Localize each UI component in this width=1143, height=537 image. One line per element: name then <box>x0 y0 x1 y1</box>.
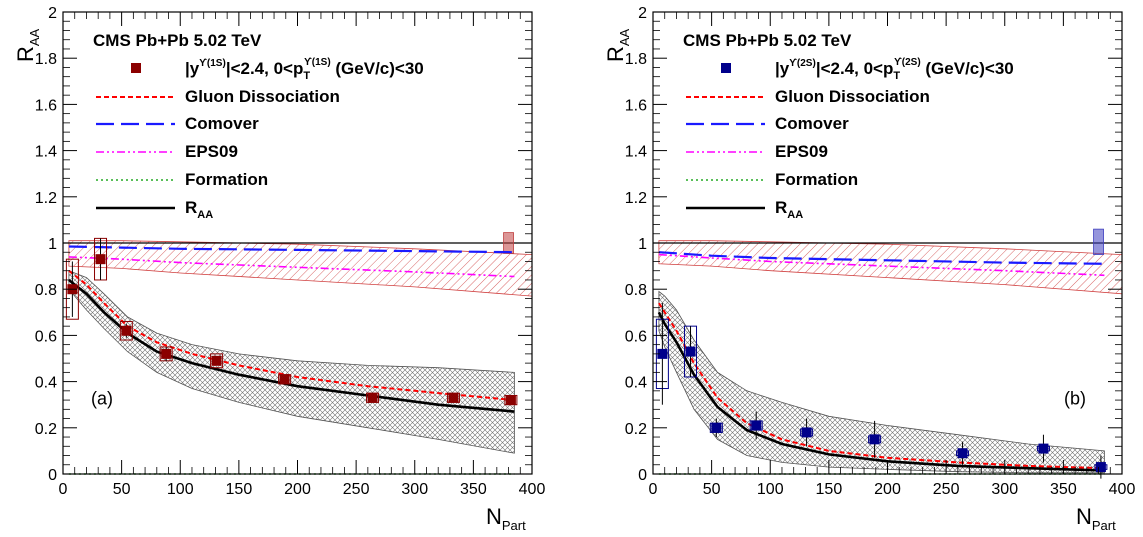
eps09-uncertainty-band <box>658 240 1123 295</box>
y-tick-label: 0.2 <box>625 421 647 438</box>
x-axis-title: NPart <box>1076 504 1116 533</box>
data-point <box>448 392 459 403</box>
y-tick-label: 0.8 <box>35 282 57 299</box>
y-tick-label: 0.6 <box>625 328 647 345</box>
data-point <box>751 420 762 431</box>
x-tick-label: 250 <box>933 481 960 498</box>
data-point <box>121 325 132 336</box>
data-point <box>95 254 106 265</box>
y-tick-label: 1.2 <box>625 190 647 207</box>
x-tick-label: 400 <box>519 481 546 498</box>
data-point <box>505 395 516 406</box>
y-tick-label: 1.2 <box>35 190 57 207</box>
x-tick-label: 300 <box>991 481 1018 498</box>
legend-formation-label: Formation <box>185 170 268 189</box>
raa-curve <box>68 278 515 413</box>
gluon-dissociation-curve <box>658 302 1105 470</box>
x-tick-label: 0 <box>649 481 658 498</box>
x-tick-label: 50 <box>113 481 131 498</box>
legend-data-label: |yϒ(2S)|<2.4, 0<pTϒ(2S) (GeV/c)<30 <box>775 57 1014 82</box>
y-tick-label: 1 <box>638 236 647 253</box>
data-point <box>1095 462 1106 473</box>
y-tick-label: 0 <box>48 467 57 484</box>
y-tick-label: 1.6 <box>625 97 647 114</box>
panel-a: 0 0.2 0.4 0.6 0.8 1 1.2 1.4 1.6 1.8 2 0 50 100 150 200 2… <box>13 5 545 533</box>
data-point <box>801 427 812 438</box>
data-point <box>211 355 222 366</box>
y-axis-title: RAA <box>13 28 42 62</box>
data-point <box>161 348 172 359</box>
legend-marker <box>721 63 731 73</box>
x-tick-label: 50 <box>703 481 721 498</box>
raa-uncertainty-band <box>68 270 515 454</box>
panel-label: (a) <box>91 389 113 409</box>
y-tick-label: 0.8 <box>625 282 647 299</box>
legend-gluon-label: Gluon Dissociation <box>185 87 340 106</box>
data-point <box>957 448 968 459</box>
legend-data-label: |yϒ(1S)|<2.4, 0<pTϒ(1S) (GeV/c)<30 <box>185 57 424 82</box>
x-tick-label: 200 <box>874 481 901 498</box>
data-point <box>367 392 378 403</box>
x-axis-title: NPart <box>486 504 526 533</box>
data-point <box>279 374 290 385</box>
y-tick-label: 0.6 <box>35 328 57 345</box>
legend-header: CMS Pb+Pb 5.02 TeV <box>683 31 852 50</box>
y-tick-label: 1 <box>48 236 57 253</box>
legend-raa-label: RAA <box>185 198 213 221</box>
x-tick-label: 300 <box>401 481 428 498</box>
legend-comover-label: Comover <box>185 114 259 133</box>
y-tick-label: 0.4 <box>625 375 647 392</box>
raa-curve <box>657 311 1105 472</box>
legend-eps09-label: EPS09 <box>775 142 828 161</box>
gluon-dissociation-curve <box>68 269 515 402</box>
y-axis-title: RAA <box>603 28 632 62</box>
global-uncertainty-box <box>503 232 514 254</box>
comover-curve <box>658 251 1105 265</box>
legend-gluon-label: Gluon Dissociation <box>775 87 930 106</box>
legend-comover-label: Comover <box>775 114 849 133</box>
y-tick-label: 1.6 <box>35 97 57 114</box>
y-tick-label: 0.4 <box>35 375 57 392</box>
systematic-box <box>210 353 224 369</box>
y-tick-label: 2 <box>638 5 647 22</box>
y-tick-label: 1.4 <box>625 144 647 161</box>
y-tick-label: 1.4 <box>35 144 57 161</box>
x-tick-label: 150 <box>226 481 253 498</box>
y-tick-label: 0.2 <box>35 421 57 438</box>
global-uncertainty-box <box>1093 228 1104 255</box>
x-tick-label: 0 <box>59 481 68 498</box>
legend-header: CMS Pb+Pb 5.02 TeV <box>93 31 262 50</box>
legend-eps09-label: EPS09 <box>185 142 238 161</box>
legend-marker <box>131 63 141 73</box>
eps09-curve <box>68 256 515 278</box>
y-tick-label: 1.8 <box>35 51 57 68</box>
systematic-box <box>119 321 133 341</box>
data-point <box>711 422 722 433</box>
x-tick-label: 100 <box>167 481 194 498</box>
x-tick-label: 250 <box>343 481 370 498</box>
x-tick-label: 200 <box>284 481 311 498</box>
data-point <box>1038 443 1049 454</box>
x-tick-label: 150 <box>816 481 843 498</box>
panel-b: 0 0.2 0.4 0.6 0.8 1 1.2 1.4 1.6 1.8 2 0 50 100 150 200 2… <box>603 5 1135 533</box>
legend-formation-label: Formation <box>775 170 858 189</box>
data-point <box>869 434 880 445</box>
panel-label: (b) <box>1064 389 1086 409</box>
x-tick-label: 100 <box>757 481 784 498</box>
x-tick-label: 400 <box>1109 481 1136 498</box>
y-tick-label: 2 <box>48 5 57 22</box>
data-point <box>657 348 668 359</box>
x-tick-label: 350 <box>460 481 487 498</box>
eps09-curve <box>658 253 1105 277</box>
y-tick-label: 0 <box>638 467 647 484</box>
y-tick-label: 1.8 <box>625 51 647 68</box>
comover-curve <box>68 245 515 254</box>
data-point <box>685 346 696 357</box>
legend-raa-label: RAA <box>775 198 803 221</box>
raa-uncertainty-band <box>658 290 1105 474</box>
x-tick-label: 350 <box>1050 481 1077 498</box>
